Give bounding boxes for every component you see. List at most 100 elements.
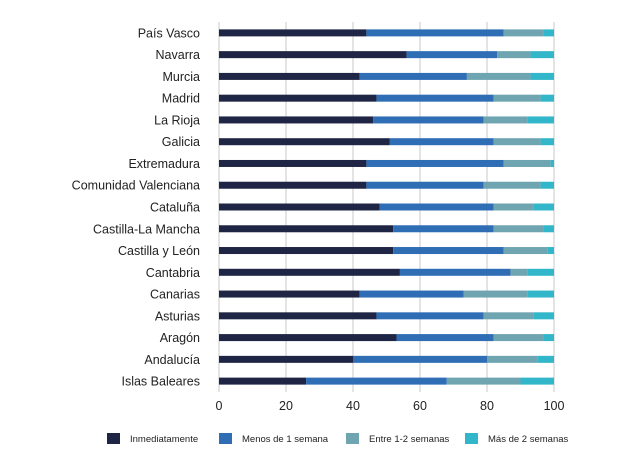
bar-segment (503, 247, 548, 255)
bar-segment (493, 138, 541, 146)
bar-segment (389, 138, 494, 146)
bar-segment (493, 225, 544, 233)
category-label: Galicia (162, 135, 200, 149)
bar-segment (406, 51, 498, 59)
bar-segment (527, 268, 554, 276)
category-label: Castilla-La Mancha (93, 222, 200, 236)
category-label: Andalucía (144, 353, 200, 367)
bar-segment (219, 312, 377, 320)
category-label: Madrid (162, 92, 200, 106)
bar-segment (219, 138, 390, 146)
bar-segment (550, 159, 554, 167)
bar-segment (366, 181, 484, 189)
category-label: Cataluña (150, 201, 200, 215)
bar-segment (219, 159, 367, 167)
bar-segment (219, 72, 360, 80)
bar-segment (533, 203, 554, 211)
bar-segment (537, 355, 554, 363)
bar-segment (219, 377, 307, 385)
x-tick-label: 80 (480, 399, 494, 413)
category-label: Canarias (150, 288, 200, 302)
category-label: Asturias (155, 309, 200, 323)
bar-segment (359, 290, 464, 298)
bar-segment (306, 377, 447, 385)
bar-segment (219, 203, 380, 211)
bar-segment (393, 247, 504, 255)
x-tick-label: 20 (279, 399, 293, 413)
legend-swatch (107, 433, 120, 444)
bar-segment (219, 51, 407, 59)
bar-segment (527, 290, 554, 298)
legend-swatch (219, 433, 232, 444)
category-label: Aragón (160, 331, 200, 345)
bar-segment (487, 355, 538, 363)
legend: Inmediatamente Menos de 1 semana Entre 1-2… (107, 433, 569, 445)
bar-segment (510, 268, 528, 276)
bar-segment (359, 72, 467, 80)
bar-segment (379, 203, 494, 211)
category-label: Murcia (162, 70, 200, 84)
bar-segment (543, 334, 554, 342)
category-label: Islas Baleares (121, 375, 200, 389)
x-tick-label: 40 (346, 399, 360, 413)
bar-segment (376, 94, 494, 102)
bar-segment (219, 116, 374, 124)
legend-label: Menos de 1 semana (242, 434, 329, 445)
category-labels: País Vasco Navarra Murcia Madrid La Rioja Gal… (72, 26, 200, 388)
category-label: Navarra (156, 48, 201, 62)
bars (219, 29, 554, 385)
x-tick-label: 100 (544, 399, 565, 413)
bar-segment (547, 247, 554, 255)
bar-segment (493, 203, 534, 211)
bar-segment (353, 355, 487, 363)
legend-swatch (465, 433, 478, 444)
bar-segment (530, 51, 554, 59)
category-label: País Vasco (138, 26, 200, 40)
bar-segment (543, 225, 554, 233)
legend-swatch (346, 433, 359, 444)
bar-segment (219, 247, 394, 255)
bar-segment (219, 94, 377, 102)
bar-segment (396, 334, 494, 342)
bar-segment (219, 181, 367, 189)
bar-segment (503, 29, 544, 37)
bar-segment (219, 334, 397, 342)
bar-segment (219, 268, 400, 276)
bar-segment (533, 312, 554, 320)
bar-segment (219, 355, 353, 363)
bar-segment (463, 290, 528, 298)
bar-segment (540, 181, 554, 189)
bar-segment (366, 159, 504, 167)
category-label: Cantabria (146, 266, 200, 280)
bar-segment (540, 138, 554, 146)
category-label: Extremadura (128, 157, 200, 171)
legend-label: Entre 1-2 semanas (369, 434, 450, 445)
bar-segment (497, 51, 531, 59)
bar-segment (540, 94, 554, 102)
bar-segment (399, 268, 511, 276)
bar-segment (483, 312, 534, 320)
bar-segment (530, 72, 554, 80)
bar-segment (483, 116, 528, 124)
bar-segment (493, 334, 544, 342)
bar-segment (520, 377, 554, 385)
bar-segment (543, 29, 554, 37)
bar-segment (219, 225, 394, 233)
bar-segment (527, 116, 554, 124)
category-label: Castilla y León (118, 244, 200, 258)
x-tick-label: 0 (216, 399, 223, 413)
legend-label: Inmediatamente (130, 434, 198, 445)
x-tick-labels: 0 20 40 60 80 100 (216, 399, 565, 413)
legend-label: Más de 2 semanas (488, 434, 569, 445)
bar-segment (219, 290, 360, 298)
bar-segment (219, 29, 367, 37)
bar-segment (393, 225, 494, 233)
category-label: La Rioja (154, 113, 200, 127)
bar-segment (483, 181, 541, 189)
bar-segment (493, 94, 541, 102)
bar-segment (446, 377, 521, 385)
x-tick-label: 60 (413, 399, 427, 413)
bar-segment (503, 159, 551, 167)
bar-segment (466, 72, 531, 80)
